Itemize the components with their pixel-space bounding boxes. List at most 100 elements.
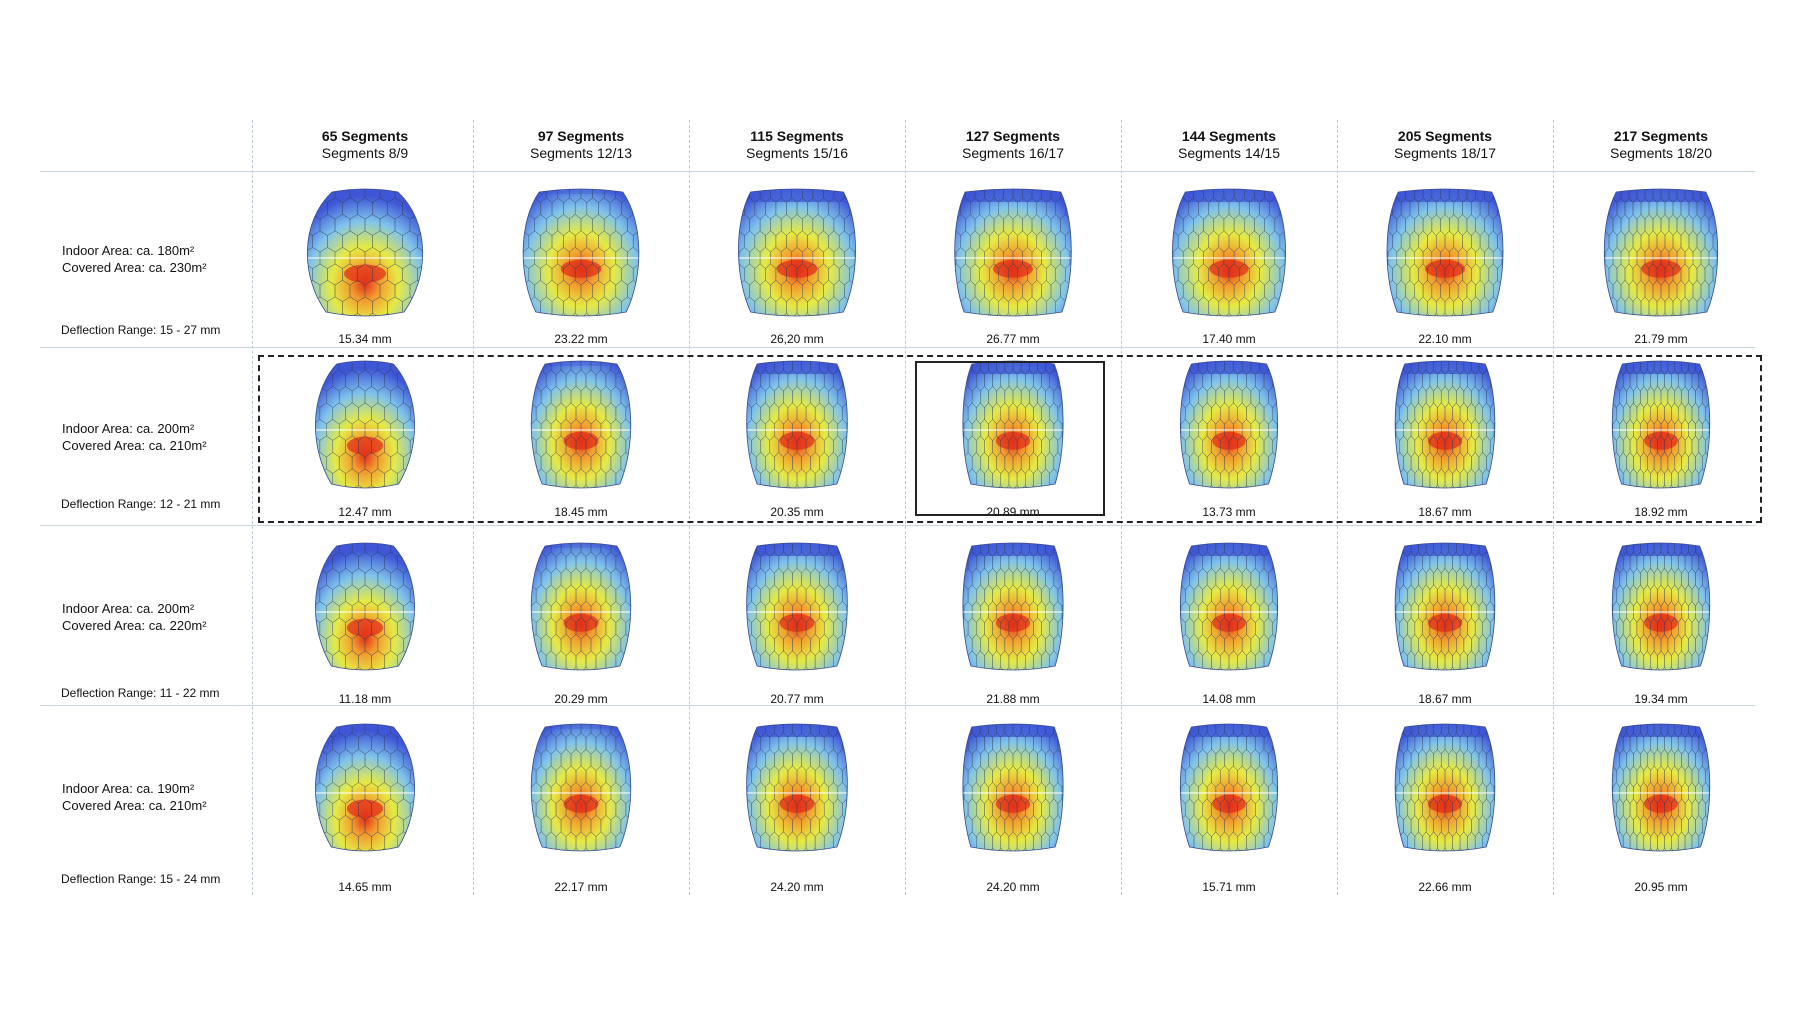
deflection-model[interactable] <box>473 526 689 696</box>
deflection-heatmap-shell <box>315 542 415 671</box>
deflection-value: 20.77 mm <box>770 692 824 706</box>
column-title: 115 Segments <box>750 128 844 144</box>
deflection-range-label: Deflection Range: 12 - 21 mm <box>61 497 221 511</box>
deflection-model[interactable] <box>1337 707 1553 877</box>
deflection-model[interactable] <box>905 707 1121 877</box>
deflection-model[interactable] <box>689 344 905 514</box>
deflection-model[interactable] <box>689 172 905 342</box>
deflection-heatmap-shell <box>1394 360 1496 489</box>
deflection-value: 20.29 mm <box>554 692 608 706</box>
deflection-value: 15.71 mm <box>1202 880 1256 894</box>
deflection-value: 14.08 mm <box>1202 692 1256 706</box>
deflection-model[interactable] <box>473 707 689 877</box>
deflection-heatmap-shell <box>1179 723 1279 852</box>
covered-area-label: Covered Area: ca. 230m² <box>62 260 207 275</box>
row-area-label: Indoor Area: ca. 180m² Covered Area: ca. … <box>62 242 207 276</box>
deflection-model[interactable] <box>689 526 905 696</box>
column-divider <box>1553 120 1554 895</box>
deflection-model[interactable] <box>1121 526 1337 696</box>
column-header: 65 Segments Segments 8/9 <box>257 128 473 162</box>
deflection-heatmap-shell <box>315 360 415 489</box>
deflection-model[interactable] <box>1337 172 1553 342</box>
deflection-value: 18.45 mm <box>554 505 608 519</box>
indoor-area-label: Indoor Area: ca. 200m² <box>62 601 195 616</box>
indoor-area-label: Indoor Area: ca. 180m² <box>62 243 195 258</box>
column-divider <box>252 120 253 895</box>
column-subtitle: Segments 18/20 <box>1610 145 1712 161</box>
deflection-heatmap-shell <box>530 723 632 852</box>
deflection-model[interactable] <box>1553 707 1769 877</box>
deflection-model[interactable] <box>473 344 689 514</box>
column-title: 144 Segments <box>1181 128 1277 144</box>
deflection-model[interactable] <box>1121 172 1337 342</box>
deflection-heatmap-shell <box>1394 723 1496 852</box>
deflection-model[interactable] <box>689 707 905 877</box>
column-header: 217 Segments Segments 18/20 <box>1553 128 1769 162</box>
deflection-model[interactable] <box>1553 526 1769 696</box>
deflection-value: 18.67 mm <box>1418 505 1472 519</box>
deflection-model[interactable] <box>257 172 473 342</box>
deflection-model[interactable] <box>1553 172 1769 342</box>
deflection-heatmap-shell <box>738 188 856 317</box>
deflection-heatmap-shell <box>962 542 1064 671</box>
row-divider <box>40 171 1755 172</box>
deflection-model[interactable] <box>257 526 473 696</box>
deflection-value: 19.34 mm <box>1634 692 1688 706</box>
row-area-label: Indoor Area: ca. 200m² Covered Area: ca. … <box>62 420 207 454</box>
deflection-value: 18.92 mm <box>1634 505 1688 519</box>
deflection-model[interactable] <box>905 344 1121 514</box>
deflection-heatmap-shell <box>1179 542 1279 671</box>
deflection-heatmap-shell <box>307 188 423 317</box>
deflection-value: 26,20 mm <box>770 332 824 346</box>
selected-model-frame <box>915 361 1105 516</box>
indoor-area-label: Indoor Area: ca. 190m² <box>62 781 195 796</box>
deflection-model[interactable] <box>257 707 473 877</box>
column-divider <box>905 120 906 895</box>
column-divider <box>473 120 474 895</box>
deflection-value: 15.34 mm <box>338 332 392 346</box>
deflection-heatmap-shell <box>1611 723 1711 852</box>
deflection-value: 18.67 mm <box>1418 692 1472 706</box>
column-title: 97 Segments <box>537 128 625 144</box>
deflection-model[interactable] <box>1337 526 1553 696</box>
deflection-value: 23.22 mm <box>554 332 608 346</box>
column-divider <box>1121 120 1122 895</box>
deflection-heatmap-shell <box>522 188 640 317</box>
deflection-model[interactable] <box>257 344 473 514</box>
deflection-heatmap-shell <box>1611 542 1711 671</box>
row-area-label: Indoor Area: ca. 190m² Covered Area: ca. … <box>62 780 207 814</box>
column-title: 217 Segments <box>1613 128 1709 144</box>
deflection-model[interactable] <box>473 172 689 342</box>
deflection-heatmap-shell <box>746 360 848 489</box>
deflection-value: 21.88 mm <box>986 692 1040 706</box>
deflection-heatmap-shell <box>530 360 632 489</box>
row-divider <box>40 347 1755 348</box>
column-subtitle: Segments 14/15 <box>1178 145 1280 161</box>
deflection-value: 12.47 mm <box>338 505 392 519</box>
deflection-heatmap-shell <box>1611 360 1711 489</box>
deflection-range-label: Deflection Range: 15 - 24 mm <box>61 872 221 886</box>
column-title: 127 Segments <box>965 128 1061 144</box>
column-divider <box>1337 120 1338 895</box>
deflection-heatmap-shell <box>962 723 1064 852</box>
deflection-model[interactable] <box>1121 344 1337 514</box>
deflection-heatmap-shell <box>1394 542 1496 671</box>
deflection-model[interactable] <box>905 172 1121 342</box>
column-header: 97 Segments Segments 12/13 <box>473 128 689 162</box>
indoor-area-label: Indoor Area: ca. 200m² <box>62 421 195 436</box>
deflection-value: 22.66 mm <box>1418 880 1472 894</box>
row-area-label: Indoor Area: ca. 200m² Covered Area: ca. … <box>62 600 207 634</box>
deflection-model[interactable] <box>1337 344 1553 514</box>
deflection-model[interactable] <box>905 526 1121 696</box>
deflection-range-label: Deflection Range: 15 - 27 mm <box>61 323 221 337</box>
deflection-value: 14.65 mm <box>338 880 392 894</box>
deflection-heatmap-shell <box>746 723 848 852</box>
column-subtitle: Segments 12/13 <box>530 145 632 161</box>
column-title: 65 Segments <box>321 128 409 144</box>
deflection-model[interactable] <box>1553 344 1769 514</box>
deflection-value: 24.20 mm <box>770 880 824 894</box>
deflection-model[interactable] <box>1121 707 1337 877</box>
deflection-value: 17.40 mm <box>1202 332 1256 346</box>
deflection-heatmap-shell <box>530 542 632 671</box>
